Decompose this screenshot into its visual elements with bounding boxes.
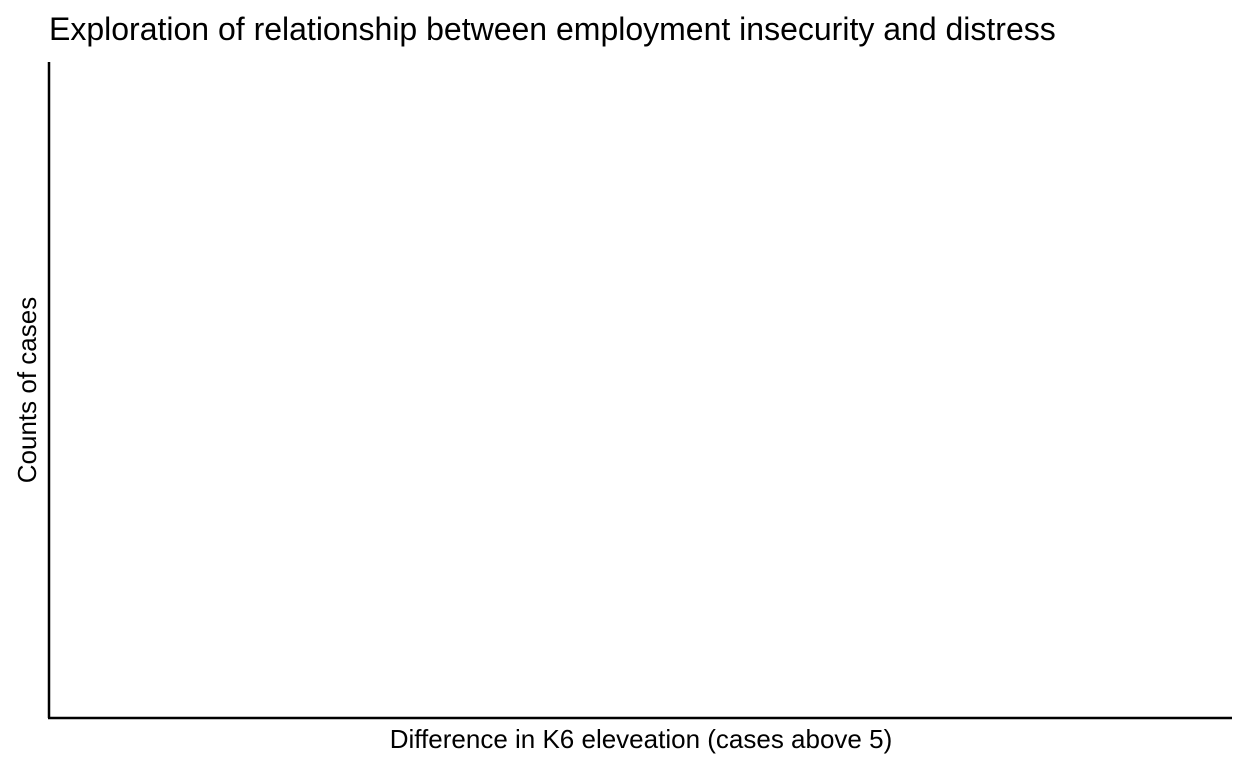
x-axis-label: Difference in K6 eleveation (cases above…	[390, 724, 892, 754]
chart-title: Exploration of relationship between empl…	[49, 11, 1056, 47]
y-axis-label: Counts of cases	[12, 297, 42, 483]
